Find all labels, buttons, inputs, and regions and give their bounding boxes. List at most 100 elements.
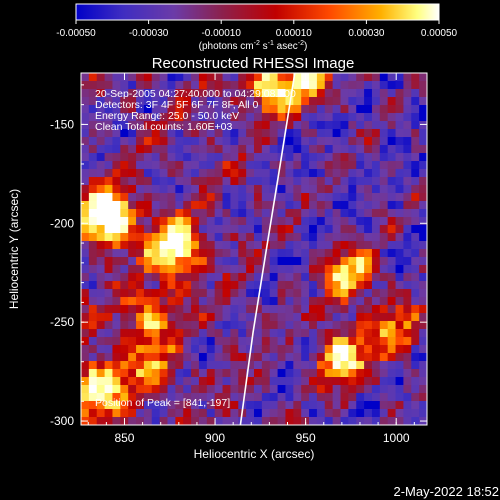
heatmap-cell <box>128 225 137 234</box>
heatmap-cell <box>269 297 279 306</box>
heatmap-cell <box>191 385 200 394</box>
heatmap-cell <box>222 169 232 178</box>
heatmap-cell <box>112 401 121 410</box>
heatmap-cell <box>88 225 98 234</box>
heatmap-cell <box>293 313 302 322</box>
heatmap-cell <box>277 209 287 218</box>
heatmap-cell <box>136 217 145 226</box>
heatmap-cell <box>214 377 224 386</box>
heatmap-cell <box>340 377 349 386</box>
heatmap-cell <box>120 241 129 250</box>
heatmap-cell <box>379 289 389 298</box>
heatmap-cell <box>340 401 349 410</box>
heatmap-cell <box>348 249 357 258</box>
heatmap-cell <box>316 73 326 82</box>
heatmap-cell <box>364 361 373 370</box>
x-tick-label: 900 <box>205 431 225 445</box>
heatmap-cell <box>238 297 247 306</box>
heatmap-cell <box>364 97 373 106</box>
heatmap-cell <box>254 257 263 266</box>
chart-title: Reconstructed RHESSI Image <box>152 55 355 72</box>
heatmap-cell <box>96 369 106 378</box>
heatmap-cell <box>371 193 381 202</box>
heatmap-cell <box>261 409 271 418</box>
heatmap-cell <box>136 209 145 218</box>
heatmap-cell <box>96 281 106 290</box>
heatmap-cell <box>277 409 287 418</box>
heatmap-cell <box>214 73 224 82</box>
heatmap-cell <box>371 353 381 362</box>
heatmap-cell <box>261 401 271 410</box>
heatmap-cell <box>104 289 114 298</box>
heatmap-cell <box>261 233 271 242</box>
heatmap-cell <box>214 177 224 186</box>
heatmap-cell <box>159 337 169 346</box>
heatmap-cell <box>332 297 342 306</box>
heatmap-cell <box>332 193 342 202</box>
heatmap-cell <box>191 321 200 330</box>
heatmap-cell <box>309 409 318 418</box>
heatmap-cell <box>159 393 169 402</box>
heatmap-cell <box>222 321 232 330</box>
heatmap-cell <box>411 145 420 154</box>
heatmap-cell <box>96 217 106 226</box>
heatmap-cell <box>230 401 239 410</box>
heatmap-cell <box>151 321 161 330</box>
heatmap-cell <box>403 201 412 210</box>
heatmap-cell <box>143 97 153 106</box>
heatmap-cell <box>340 217 349 226</box>
heatmap-cell <box>293 169 302 178</box>
heatmap-cell <box>214 417 224 425</box>
heatmap-cell <box>356 249 365 258</box>
heatmap-cell <box>254 353 263 362</box>
heatmap-cell <box>104 121 114 130</box>
heatmap-cell <box>238 233 247 242</box>
heatmap-cell <box>285 81 294 90</box>
heatmap-cell <box>175 249 184 258</box>
heatmap-cell <box>230 305 239 314</box>
heatmap-cell <box>254 225 263 234</box>
heatmap-cell <box>269 161 279 170</box>
heatmap-cell <box>159 193 169 202</box>
heatmap-cell <box>379 361 389 370</box>
heatmap-cell <box>269 329 279 338</box>
heatmap-cell <box>96 225 106 234</box>
heatmap-cell <box>151 193 161 202</box>
heatmap-cell <box>332 417 342 425</box>
heatmap-cell <box>175 345 184 354</box>
heatmap-cell <box>364 297 373 306</box>
heatmap-cell <box>371 233 381 242</box>
heatmap-cell <box>403 329 412 338</box>
heatmap-cell <box>96 97 106 106</box>
heatmap-cell <box>411 273 420 282</box>
heatmap-cell <box>128 345 137 354</box>
heatmap-cell <box>112 185 121 194</box>
heatmap-cell <box>340 297 349 306</box>
heatmap-cell <box>309 393 318 402</box>
heatmap-cell <box>395 145 405 154</box>
heatmap-cell <box>316 329 326 338</box>
heatmap-cell <box>324 225 334 234</box>
heatmap-cell <box>254 313 263 322</box>
heatmap-cell <box>301 145 310 154</box>
heatmap-cell <box>175 177 184 186</box>
heatmap-cell <box>214 225 224 234</box>
heatmap-cell <box>340 161 349 170</box>
heatmap-cell <box>340 345 349 354</box>
heatmap-cell <box>88 89 98 98</box>
heatmap-cell <box>159 273 169 282</box>
heatmap-cell <box>88 353 98 362</box>
heatmap-cell <box>301 137 310 146</box>
heatmap-cell <box>324 337 334 346</box>
heatmap-cell <box>285 177 294 186</box>
heatmap-cell <box>151 241 161 250</box>
heatmap-cell <box>301 249 310 258</box>
heatmap-cell <box>230 345 239 354</box>
heatmap-cell <box>88 297 98 306</box>
heatmap-cell <box>364 289 373 298</box>
heatmap-cell <box>136 233 145 242</box>
heatmap-cell <box>301 353 310 362</box>
heatmap-cell <box>198 209 208 218</box>
heatmap-cell <box>246 337 255 346</box>
heatmap-cell <box>387 121 397 130</box>
